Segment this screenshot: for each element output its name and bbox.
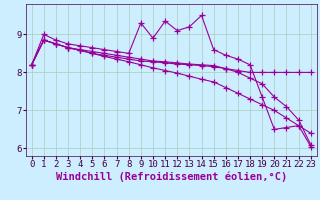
X-axis label: Windchill (Refroidissement éolien,°C): Windchill (Refroidissement éolien,°C): [56, 172, 287, 182]
